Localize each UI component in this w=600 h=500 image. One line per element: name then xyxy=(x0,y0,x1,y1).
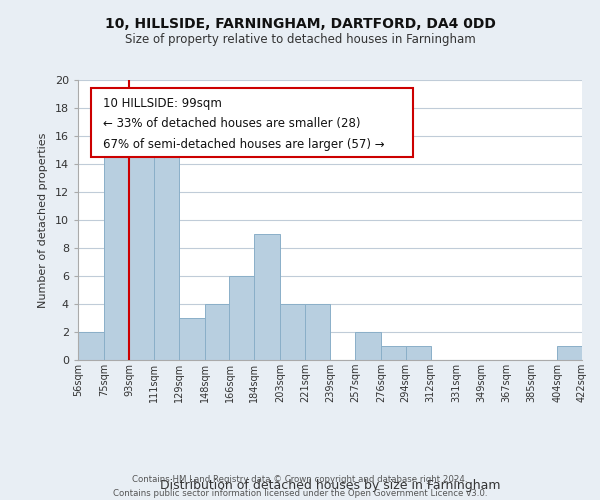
Bar xyxy=(78,332,104,360)
Bar xyxy=(355,332,381,360)
Bar xyxy=(205,304,229,360)
Text: Contains HM Land Registry data © Crown copyright and database right 2024.
Contai: Contains HM Land Registry data © Crown c… xyxy=(113,476,487,498)
Bar xyxy=(406,346,431,360)
Text: ← 33% of detached houses are smaller (28): ← 33% of detached houses are smaller (28… xyxy=(103,117,361,130)
Text: Size of property relative to detached houses in Farningham: Size of property relative to detached ho… xyxy=(125,32,475,46)
Bar xyxy=(305,304,330,360)
Bar xyxy=(254,234,280,360)
Y-axis label: Number of detached properties: Number of detached properties xyxy=(38,132,48,308)
Text: 67% of semi-detached houses are larger (57) →: 67% of semi-detached houses are larger (… xyxy=(103,138,385,150)
Bar xyxy=(129,122,154,360)
Bar xyxy=(179,318,205,360)
Text: 10 HILLSIDE: 99sqm: 10 HILLSIDE: 99sqm xyxy=(103,97,222,110)
Bar xyxy=(381,346,406,360)
X-axis label: Distribution of detached houses by size in Farningham: Distribution of detached houses by size … xyxy=(160,478,500,492)
Bar xyxy=(280,304,305,360)
Bar xyxy=(154,150,179,360)
FancyBboxPatch shape xyxy=(91,88,413,157)
Bar xyxy=(104,122,129,360)
Text: 10, HILLSIDE, FARNINGHAM, DARTFORD, DA4 0DD: 10, HILLSIDE, FARNINGHAM, DARTFORD, DA4 … xyxy=(104,18,496,32)
Bar xyxy=(557,346,582,360)
Bar xyxy=(229,276,254,360)
